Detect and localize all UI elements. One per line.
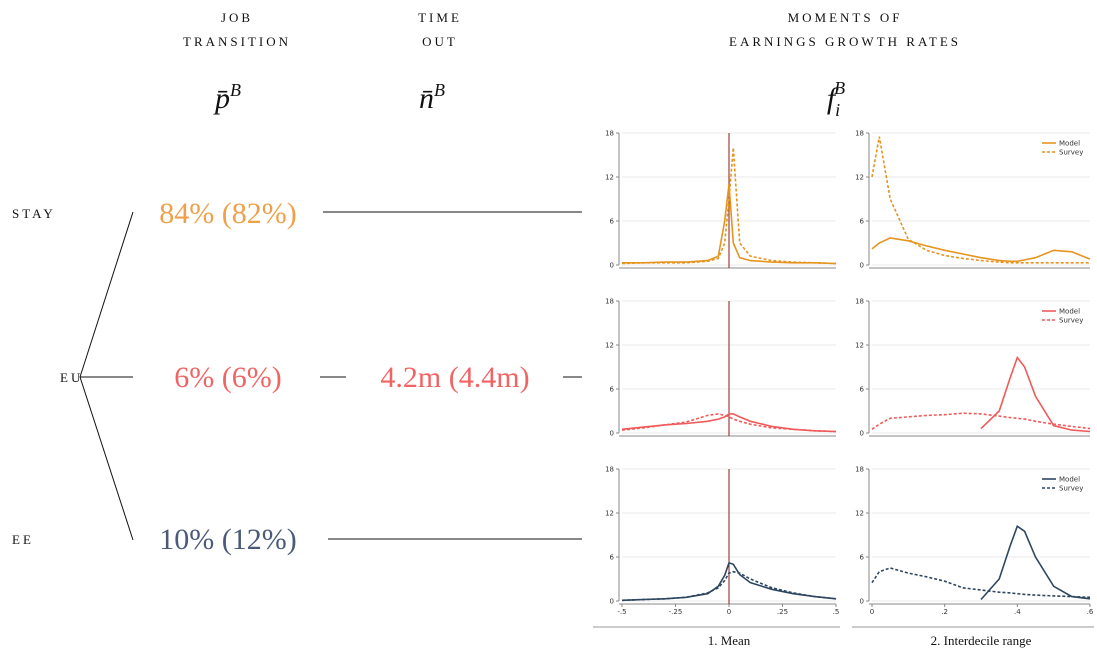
header: OUT	[422, 34, 458, 49]
header: TIME	[418, 10, 462, 25]
symbol-base: p̄	[213, 82, 230, 115]
time-out: 4.2m (4.4m)	[380, 361, 529, 394]
y-tick-label: 6	[610, 554, 615, 562]
row-label: EU	[60, 370, 83, 385]
transition-rate: 84% (82%)	[159, 197, 296, 230]
legend-label: Survey	[1059, 149, 1083, 157]
series-line	[871, 567, 1091, 599]
legend-label: Survey	[1059, 317, 1083, 325]
series-line	[621, 413, 837, 433]
x-tick-label: .25	[777, 608, 788, 616]
y-tick-label: 18	[605, 298, 614, 306]
legend-label: Model	[1059, 140, 1080, 148]
legend-label: Survey	[1059, 485, 1083, 493]
transition-rate: 10% (12%)	[159, 523, 296, 556]
x-tick-label: -.25	[669, 608, 683, 616]
y-tick-label: 0	[610, 262, 614, 270]
y-tick-label: 0	[610, 598, 614, 606]
x-tick-label: 0	[870, 608, 874, 616]
y-tick-label: 6	[610, 386, 615, 394]
y-tick-label: 0	[860, 598, 864, 606]
x-tick-label: .4	[1014, 608, 1021, 616]
y-tick-label: 0	[860, 430, 864, 438]
y-tick-label: 12	[855, 174, 864, 182]
y-tick-label: 12	[605, 174, 614, 182]
symbol-sub: i	[835, 100, 840, 120]
y-tick-label: 6	[860, 218, 865, 226]
series-line	[980, 524, 1091, 601]
y-tick-label: 0	[610, 430, 614, 438]
symbol: n̄B	[419, 80, 445, 115]
x-tick-label: -.5	[617, 608, 626, 616]
header: MOMENTS OF	[788, 10, 903, 25]
series-line	[621, 570, 837, 602]
y-tick-label: 6	[860, 554, 865, 562]
series-line	[621, 561, 837, 602]
series-line	[980, 355, 1091, 433]
series-line	[621, 147, 837, 265]
y-tick-label: 12	[605, 342, 614, 350]
y-tick-label: 12	[855, 510, 864, 518]
row-label: STAY	[12, 206, 56, 221]
y-tick-label: 12	[855, 342, 864, 350]
y-tick-label: 12	[605, 510, 614, 518]
symbol-sup: B	[434, 80, 445, 100]
x-axis-label: 1. Mean	[708, 633, 751, 648]
series-line	[871, 237, 1091, 263]
header: EARNINGS GROWTH RATES	[729, 34, 961, 49]
x-tick-label: .6	[1087, 608, 1094, 616]
legend-label: Model	[1059, 476, 1080, 484]
y-tick-label: 6	[860, 386, 865, 394]
symbol: fiB	[827, 78, 845, 120]
header: TRANSITION	[183, 34, 291, 49]
series-line	[871, 412, 1091, 430]
x-tick-label: .2	[941, 608, 948, 616]
series-line	[871, 136, 1090, 264]
symbol: p̄B	[213, 80, 241, 115]
y-tick-label: 18	[605, 466, 614, 474]
symbol-sup: B	[834, 78, 845, 98]
symbol-base: n̄	[419, 82, 434, 115]
x-tick-label: .5	[833, 608, 840, 616]
y-tick-label: 0	[860, 262, 864, 270]
y-tick-label: 18	[855, 130, 864, 138]
series-line	[622, 184, 837, 265]
row-label: EE	[12, 532, 34, 547]
x-axis-label: 2. Interdecile range	[931, 633, 1032, 648]
transition-rate: 6% (6%)	[174, 361, 281, 394]
connector	[79, 376, 134, 541]
legend-label: Model	[1059, 308, 1080, 316]
symbol-sup: B	[230, 80, 241, 100]
connector	[79, 211, 134, 378]
y-tick-label: 18	[855, 466, 864, 474]
y-tick-label: 18	[855, 298, 864, 306]
x-tick-label: 0	[727, 608, 731, 616]
header: JOB	[221, 10, 253, 25]
y-tick-label: 18	[605, 130, 614, 138]
y-tick-label: 6	[610, 218, 615, 226]
